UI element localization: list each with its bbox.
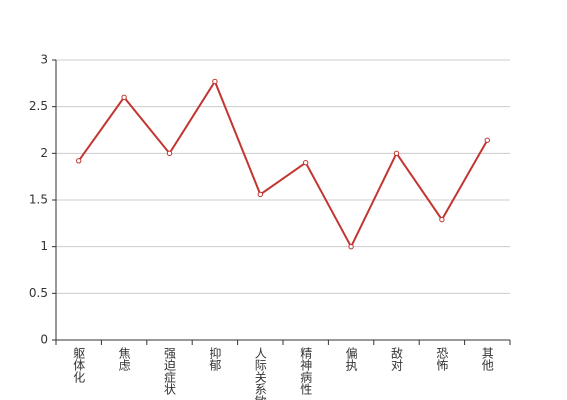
x-tick-label: 强迫症状: [163, 347, 177, 395]
point: [212, 78, 218, 85]
y-tick-label: 1: [40, 239, 48, 253]
y-tick-label: 2: [40, 146, 48, 160]
point: [166, 150, 173, 157]
point: [348, 243, 354, 250]
point: [439, 216, 445, 223]
y-tick-label: 0: [40, 333, 48, 347]
x-tick-label: 敌对: [390, 346, 404, 371]
y-tick-label: 3: [40, 53, 48, 67]
y-tick-label: 0.5: [29, 286, 48, 300]
point: [121, 94, 127, 101]
x-tick-label: 抑郁: [208, 346, 222, 372]
line: [77, 79, 489, 249]
point: [257, 191, 263, 198]
point: [484, 137, 490, 143]
x-tick-label: 躯体化: [72, 346, 86, 384]
x-tick-label: 精神病性: [299, 347, 313, 396]
y-tick-label: 1.5: [29, 193, 48, 207]
x-tick-label: 人际关系敏感: [253, 347, 267, 400]
point: [76, 158, 82, 164]
x-tick-label: 焦虑: [117, 347, 131, 371]
point: [303, 159, 309, 166]
y-tick-label: 2.5: [29, 99, 48, 113]
point: [393, 150, 400, 157]
x-tick-label: 其他: [480, 347, 494, 371]
x-tick-label: 偏执: [344, 346, 358, 372]
x-tick-label: 恐怖: [435, 347, 449, 371]
